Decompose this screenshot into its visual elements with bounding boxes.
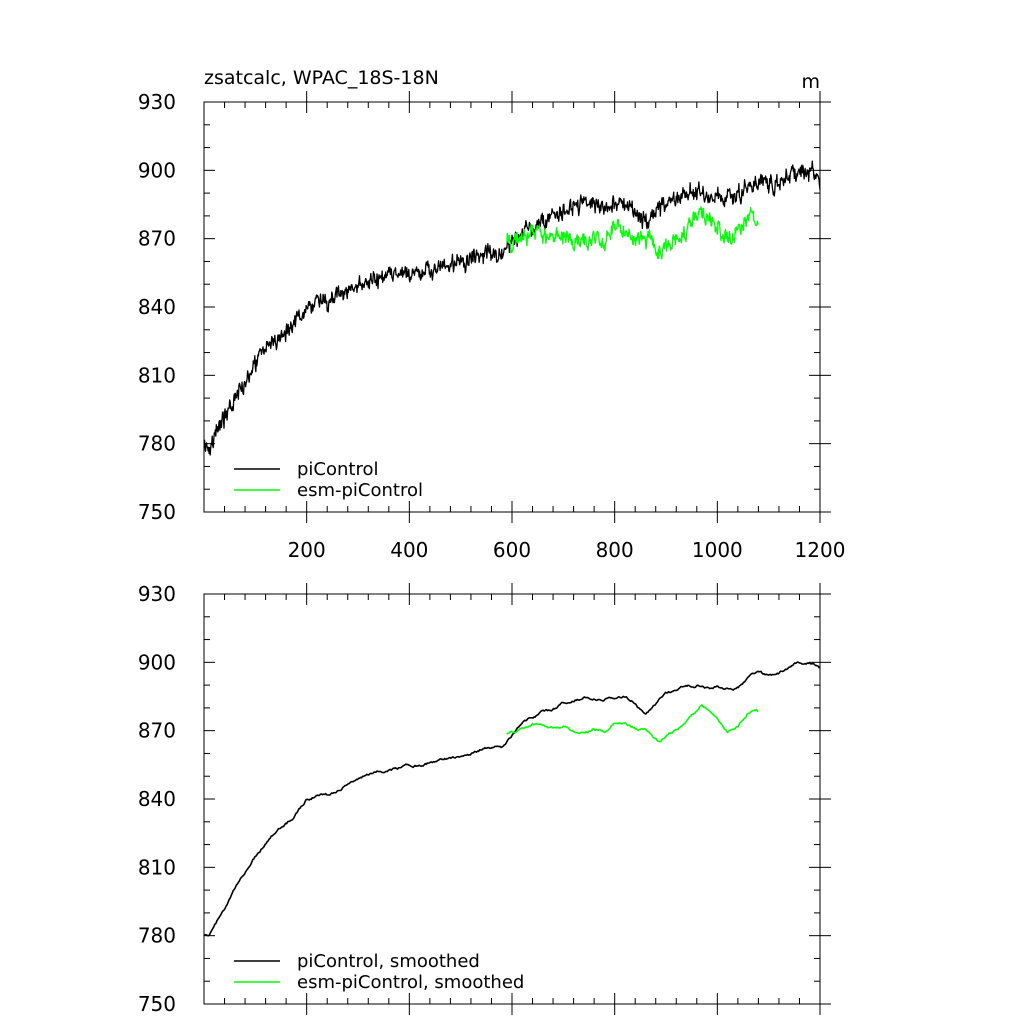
series-line-esm-picontrol: [506, 206, 759, 260]
plot-frame: [203, 101, 821, 513]
y-tick-label: 840: [138, 295, 176, 319]
y-tick-label: 840: [138, 787, 176, 811]
x-tick-label: 600: [493, 538, 531, 562]
legend: piControl esm-piControl: [234, 459, 423, 501]
plot-frame: [203, 593, 821, 1005]
series-line-esm-picontrol-smoothed: [506, 704, 759, 743]
y-tick-label: 930: [138, 582, 176, 606]
x-tick-label: 1200: [795, 538, 846, 562]
y-tick-label: 810: [138, 363, 176, 387]
x-tick-label: 400: [390, 538, 428, 562]
y-tick-label: 870: [138, 227, 176, 251]
tick-layer: 750 780 810 840 870 900 930: [138, 582, 831, 1016]
x-tick-label: 200: [288, 538, 326, 562]
y-tick-label: 900: [138, 158, 176, 182]
y-tick-label: 930: [138, 90, 176, 114]
y-tick-label: 780: [138, 924, 176, 948]
units-label: m: [801, 71, 820, 93]
y-tick-label: 750: [138, 500, 176, 524]
y-tick-label: 810: [138, 855, 176, 879]
y-tick-label: 750: [138, 992, 176, 1016]
legend-label-picontrol-smoothed: piControl, smoothed: [297, 951, 480, 972]
legend: piControl, smoothed esm-piControl, smoot…: [234, 951, 524, 993]
bottom-panel: 750 780 810 840 870 900 930 piControl, smoothe…: [138, 582, 831, 1016]
series-line-picontrol: [203, 160, 821, 456]
series-layer: [203, 160, 821, 456]
x-tick-label: 800: [596, 538, 634, 562]
y-tick-label: 870: [138, 719, 176, 743]
series-layer: [203, 661, 821, 937]
legend-label-esm-picontrol: esm-piControl: [297, 480, 423, 501]
chart-title: zsatcalc, WPAC_18S-18N: [204, 67, 439, 89]
tick-layer: 750 780 810 840 870 900 930 200 400 600 800 1000 120…: [138, 90, 846, 562]
legend-label-esm-picontrol-smoothed: esm-piControl, smoothed: [297, 972, 524, 993]
y-tick-label: 900: [138, 650, 176, 674]
top-panel: zsatcalc, WPAC_18S-18N m 750 780 810 840 870…: [138, 67, 846, 562]
legend-label-picontrol: piControl: [297, 459, 379, 480]
x-tick-label: 1000: [692, 538, 743, 562]
series-line-picontrol-smoothed: [203, 661, 821, 937]
y-tick-label: 780: [138, 432, 176, 456]
